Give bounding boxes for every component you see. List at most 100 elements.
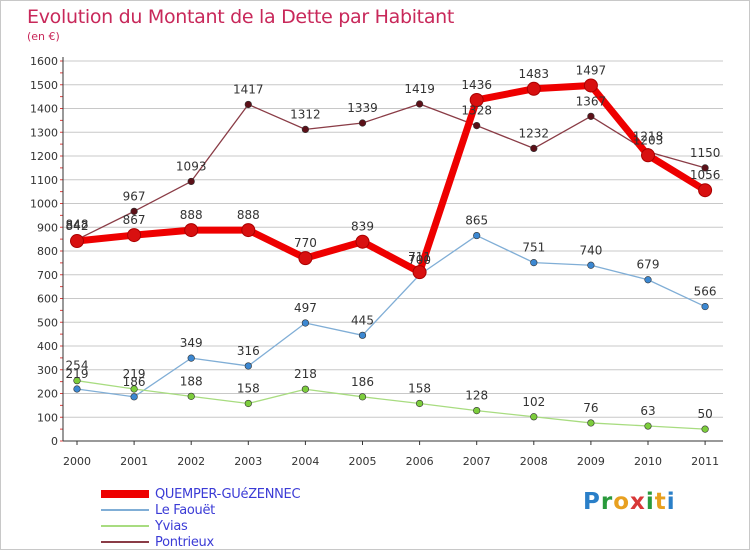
data-label: 1312 [290, 107, 321, 121]
x-tick-label: 2004 [291, 455, 319, 468]
data-label: 50 [697, 407, 712, 421]
x-tick-label: 2011 [691, 455, 719, 468]
data-label: 76 [583, 401, 598, 415]
data-point [187, 392, 195, 400]
data-label: 842 [66, 219, 89, 233]
data-label: 186 [351, 375, 374, 389]
data-label: 848 [66, 218, 89, 232]
data-label: 128 [465, 389, 488, 403]
x-tick-label: 2008 [520, 455, 548, 468]
data-point [70, 234, 84, 249]
data-label: 1483 [519, 67, 550, 81]
data-point [530, 413, 538, 421]
data-point [241, 223, 256, 238]
data-point [641, 148, 655, 163]
y-tick-label: 1600 [30, 55, 58, 68]
legend-label: Yvias [155, 519, 188, 534]
data-label: 219 [66, 367, 89, 381]
logo-letter: P [583, 489, 601, 515]
data-label: 1497 [576, 63, 607, 77]
data-label: 888 [237, 208, 260, 222]
data-point [244, 399, 252, 408]
data-label: 740 [579, 243, 602, 257]
logo-letter: o [613, 489, 631, 515]
data-point [473, 121, 481, 130]
data-label: 1218 [633, 130, 664, 144]
x-tick-label: 2002 [177, 455, 205, 468]
series-line [76, 380, 706, 430]
data-label: 770 [294, 236, 317, 250]
data-point [298, 251, 313, 266]
data-label: 1367 [576, 94, 607, 108]
data-label: 711 [408, 250, 431, 264]
data-point [587, 419, 595, 427]
data-point [473, 407, 481, 415]
series-line [73, 81, 709, 276]
y-tick-label: 1200 [30, 150, 58, 163]
y-tick-label: 800 [37, 245, 58, 258]
data-point [358, 393, 367, 401]
y-tick-label: 1500 [30, 79, 58, 92]
data-point [301, 319, 310, 327]
data-point [644, 276, 652, 284]
data-point [469, 92, 484, 107]
data-label: 1093 [176, 159, 207, 173]
series-line [76, 234, 706, 398]
data-label: 967 [123, 189, 146, 203]
y-tick-label: 400 [37, 340, 58, 353]
data-point [73, 385, 81, 393]
data-label: 186 [123, 375, 146, 389]
data-point [130, 207, 138, 215]
data-point [701, 164, 709, 172]
x-tick-label: 2001 [120, 455, 148, 468]
data-point [416, 399, 424, 408]
data-label: 751 [522, 241, 545, 255]
data-label: 102 [522, 395, 545, 409]
y-tick-label: 600 [37, 293, 58, 306]
y-tick-label: 100 [37, 411, 58, 424]
data-label: 1232 [519, 126, 550, 140]
legend-label: Le Faouët [155, 503, 215, 518]
data-point [130, 393, 138, 401]
y-tick-label: 1400 [30, 103, 58, 116]
y-tick-label: 700 [37, 269, 58, 282]
data-label: 316 [237, 344, 260, 358]
data-label: 445 [351, 313, 374, 327]
data-point [587, 261, 595, 269]
x-tick-label: 2005 [349, 455, 377, 468]
y-tick-label: 300 [37, 364, 58, 377]
data-label: 700 [408, 253, 431, 267]
data-point [355, 234, 370, 249]
data-point [187, 354, 195, 362]
y-tick-label: 0 [51, 435, 58, 448]
data-point [701, 425, 709, 433]
data-label: 867 [123, 213, 146, 227]
data-label: 219 [123, 367, 146, 381]
x-tick-label: 2007 [463, 455, 491, 468]
data-point [244, 100, 252, 109]
grid-lines [63, 60, 723, 418]
data-point [473, 231, 481, 240]
y-tick-label: 1300 [30, 126, 58, 139]
data-label: 888 [180, 208, 203, 222]
data-label: 839 [351, 220, 374, 234]
data-label: 158 [237, 381, 260, 395]
data-point [73, 377, 81, 385]
data-label: 1328 [461, 104, 492, 118]
data-label: 679 [637, 258, 660, 272]
y-tick-label: 900 [37, 221, 58, 234]
data-label: 497 [294, 301, 317, 315]
y-tick-label: 1000 [30, 198, 58, 211]
data-label: 865 [465, 214, 488, 228]
data-label: 1056 [690, 168, 721, 182]
legend-label: Pontrieux [155, 535, 214, 550]
x-tick-label: 2000 [63, 455, 91, 468]
series-lines [70, 78, 713, 433]
legend-swatch [101, 509, 149, 511]
legend-label: QUEMPER-GUéZENNEC [155, 487, 301, 502]
axes: 0 100 200 300 400 500 600 700 800 900 1000 1100 1200… [30, 55, 723, 468]
data-point [583, 78, 598, 93]
logo-letter: i [666, 489, 676, 515]
